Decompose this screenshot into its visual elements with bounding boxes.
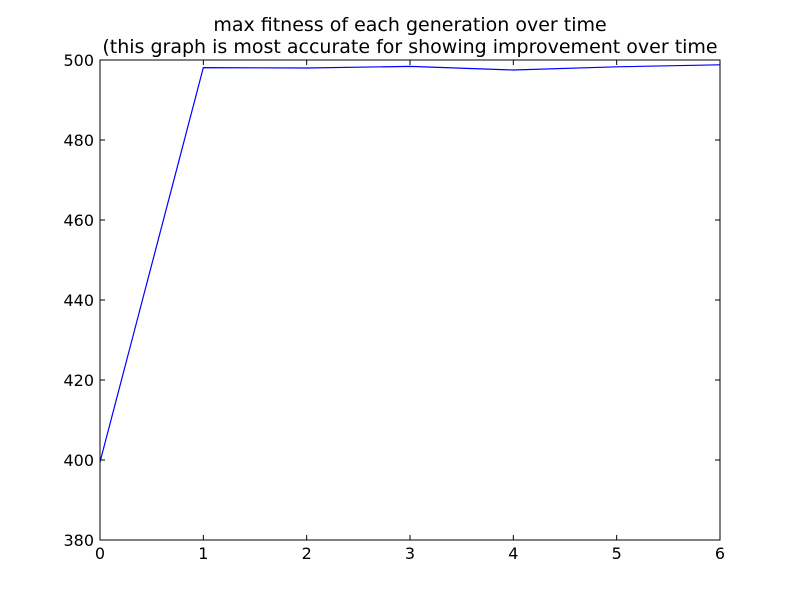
- y-tick-label: 480: [63, 131, 94, 150]
- series-layer: [99, 64, 721, 463]
- y-tick-label: 500: [63, 51, 94, 70]
- series-line: [99, 64, 721, 463]
- y-tick-label: 380: [63, 531, 94, 550]
- chart-title: max fitness of each generation over time: [213, 14, 606, 36]
- x-tick-label: 2: [302, 544, 312, 563]
- tick-layer: 0 1 2 3 4 5 6 380 400 420 440 460 480 500: [63, 51, 725, 563]
- y-tick-label: 420: [63, 371, 94, 390]
- plot-frame: [99, 59, 721, 541]
- x-tick-label: 6: [715, 544, 725, 563]
- x-tick-label: 5: [612, 544, 622, 563]
- chart-subtitle: (this graph is most accurate for showing…: [102, 36, 717, 58]
- y-tick-label: 440: [63, 291, 94, 310]
- y-tick-label: 460: [63, 211, 94, 230]
- x-tick-label: 1: [198, 544, 208, 563]
- y-tick-label: 400: [63, 451, 94, 470]
- x-tick-label: 3: [405, 544, 415, 563]
- x-tick-label: 0: [95, 544, 105, 563]
- x-tick-label: 4: [508, 544, 518, 563]
